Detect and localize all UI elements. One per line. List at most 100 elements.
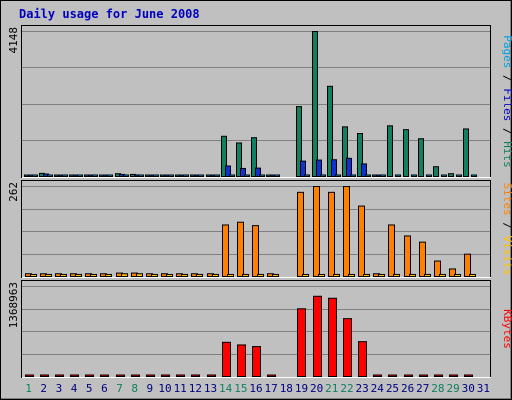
bar-kbytes-day-3 — [55, 374, 64, 377]
bar-kbytes-day-5 — [85, 374, 94, 377]
bar-kbytes-day-15 — [237, 344, 246, 377]
bar-sites-day-10 — [166, 273, 173, 278]
bar-visits-day-30 — [464, 253, 471, 277]
bar-sites-day-30 — [469, 273, 476, 278]
bar-files-day-15 — [240, 167, 246, 177]
bar-sites-day-9 — [151, 273, 158, 278]
x-axis-day-label-15: 15 — [234, 382, 247, 395]
bar-files-day-20 — [316, 159, 322, 177]
bar-hits-day-20 — [312, 31, 318, 177]
x-axis-day-label-12: 12 — [189, 382, 202, 395]
x-axis-day-label-14: 14 — [219, 382, 233, 395]
bar-sites-day-17 — [272, 273, 279, 278]
x-axis-day-label-6: 6 — [101, 382, 108, 395]
x-axis-day-label-21: 21 — [325, 382, 338, 395]
bar-kbytes-day-20 — [313, 295, 322, 377]
bar-files-day-14 — [225, 165, 231, 177]
bar-kbytes-day-4 — [70, 374, 79, 377]
bar-files-day-22 — [346, 157, 352, 178]
bar-pages-day-24 — [380, 174, 386, 177]
bar-sites-day-22 — [348, 273, 355, 278]
bar-pages-day-8 — [138, 174, 144, 177]
y-axis-max-label-2: 262 — [7, 182, 20, 202]
bar-pages-day-16 — [259, 174, 265, 177]
bar-kbytes-day-8 — [131, 374, 140, 377]
bar-kbytes-day-24 — [373, 374, 382, 377]
x-axis-day-label-13: 13 — [204, 382, 217, 395]
bar-hits-day-19 — [296, 106, 302, 177]
x-axis-day-label-11: 11 — [174, 382, 187, 395]
bar-hits-day-28 — [433, 166, 439, 177]
bar-kbytes-day-23 — [358, 341, 367, 377]
bar-hits-day-21 — [327, 85, 333, 177]
bar-sites-day-26 — [409, 273, 416, 278]
bar-kbytes-day-10 — [161, 374, 170, 377]
bar-sites-day-4 — [75, 273, 82, 278]
bar-pages-day-1 — [32, 174, 38, 177]
bar-pages-day-19 — [304, 174, 310, 177]
bar-kbytes-day-7 — [116, 374, 125, 377]
x-axis-day-label-17: 17 — [265, 382, 278, 395]
bar-pages-day-29 — [456, 174, 462, 177]
bar-kbytes-day-12 — [191, 374, 200, 377]
y-axis-max-label-3: 1368963 — [7, 282, 20, 328]
x-axis-day-label-25: 25 — [386, 382, 399, 395]
bar-pages-day-4 — [77, 174, 83, 177]
series-legend-2: Sites / Visits — [501, 183, 512, 276]
bar-sites-day-14 — [227, 273, 234, 278]
bar-kbytes-day-30 — [464, 374, 473, 377]
bar-sites-day-21 — [333, 273, 340, 278]
bar-sites-day-29 — [454, 273, 461, 278]
series-legend-2-part-2: / — [501, 216, 512, 236]
bar-hits-day-30 — [463, 128, 469, 177]
bar-sites-day-12 — [196, 273, 203, 278]
x-axis-day-label-23: 23 — [356, 382, 369, 395]
bar-kbytes-day-27 — [419, 374, 428, 377]
bar-sites-day-28 — [439, 273, 446, 278]
bar-hits-day-25 — [387, 125, 393, 177]
bar-sites-day-27 — [424, 273, 431, 278]
bar-pages-day-25 — [395, 174, 401, 177]
bar-visits-day-19 — [297, 191, 304, 277]
bar-kbytes-day-21 — [328, 297, 337, 377]
bar-pages-day-27 — [426, 174, 432, 177]
bar-hits-day-15 — [236, 142, 242, 178]
bar-visits-day-27 — [419, 241, 426, 277]
x-axis-day-label-9: 9 — [147, 382, 154, 395]
bar-sites-day-5 — [90, 273, 97, 278]
bar-visits-day-22 — [343, 186, 350, 277]
bar-pages-day-14 — [229, 174, 235, 177]
bar-pages-day-15 — [244, 174, 250, 177]
x-axis-day-label-18: 18 — [280, 382, 293, 395]
bar-pages-day-30 — [471, 174, 477, 177]
bar-pages-day-3 — [62, 174, 68, 177]
bar-pages-day-28 — [441, 174, 447, 177]
bar-hits-day-26 — [403, 129, 409, 177]
x-axis-day-label-31: 31 — [477, 382, 490, 395]
bar-visits-day-28 — [434, 260, 441, 278]
bar-sites-day-11 — [181, 273, 188, 278]
bar-sites-day-2 — [45, 273, 52, 278]
bar-sites-day-1 — [30, 273, 37, 278]
bar-sites-day-24 — [378, 273, 385, 278]
bar-pages-day-26 — [411, 174, 417, 177]
bar-pages-day-7 — [123, 174, 129, 177]
x-axis-day-label-27: 27 — [416, 382, 429, 395]
bar-pages-day-6 — [107, 174, 113, 177]
bar-sites-day-25 — [393, 273, 400, 278]
bar-visits-day-23 — [358, 205, 365, 277]
bar-visits-day-25 — [388, 224, 395, 277]
bar-sites-day-3 — [60, 273, 67, 278]
series-legend-1-part-5: Hits — [501, 141, 512, 168]
x-axis-day-label-28: 28 — [431, 382, 444, 395]
bar-pages-day-12 — [198, 174, 204, 177]
bar-kbytes-day-9 — [146, 374, 155, 377]
bar-visits-day-21 — [328, 191, 335, 277]
bar-kbytes-day-11 — [176, 374, 185, 377]
x-axis-day-label-19: 19 — [295, 382, 308, 395]
series-legend-1-part-2: / — [501, 68, 512, 88]
series-legend-3-part-1: KBytes — [501, 309, 512, 349]
x-axis-day-label-3: 3 — [56, 382, 63, 395]
bar-kbytes-day-16 — [252, 346, 261, 378]
series-legend-2-part-1: Sites — [501, 183, 512, 216]
